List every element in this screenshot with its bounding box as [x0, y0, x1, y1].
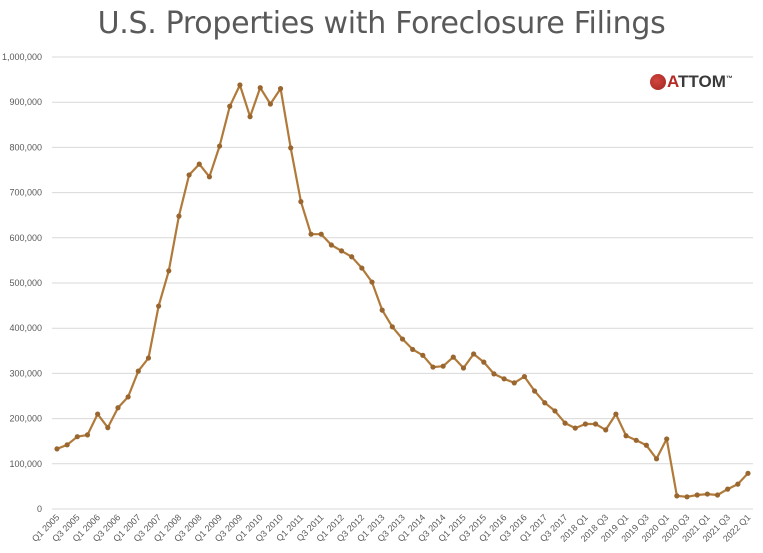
data-point-marker	[633, 437, 639, 443]
data-point-marker	[552, 408, 558, 414]
data-point-marker	[623, 433, 629, 439]
data-point-marker	[277, 86, 284, 92]
data-point-marker	[572, 425, 578, 431]
data-point-marker	[542, 400, 548, 406]
data-point-marker	[511, 380, 517, 386]
data-point-marker	[125, 394, 131, 400]
data-point-marker	[74, 434, 80, 440]
y-tick-label: 0	[37, 504, 42, 514]
data-point-marker	[145, 355, 152, 361]
data-point-marker	[613, 411, 619, 417]
chart-title: U.S. Properties with Foreclosure Filings	[97, 6, 666, 41]
data-point-marker	[206, 174, 213, 180]
data-point-marker	[338, 248, 345, 254]
data-point-marker	[369, 279, 375, 285]
data-point-marker	[532, 388, 538, 394]
data-point-marker	[318, 231, 324, 237]
data-point-marker	[592, 421, 599, 427]
data-point-marker	[460, 365, 467, 371]
data-point-marker	[399, 336, 406, 342]
data-point-marker	[704, 491, 710, 497]
data-point-marker	[653, 456, 660, 462]
data-point-marker	[389, 324, 395, 330]
data-point-marker	[745, 470, 751, 476]
data-point-marker	[267, 101, 273, 107]
attom-logo: ATTOM™	[650, 72, 733, 92]
data-point-marker	[521, 373, 528, 380]
data-point-marker	[216, 143, 223, 149]
data-point-marker	[349, 254, 355, 260]
y-tick-label: 700,000	[9, 188, 42, 198]
data-point-marker	[420, 352, 426, 358]
data-point-marker	[735, 481, 741, 487]
data-point-marker	[643, 442, 649, 448]
data-point-marker	[176, 213, 182, 219]
data-series	[54, 82, 751, 500]
y-tick-label: 200,000	[9, 414, 42, 424]
data-point-marker	[674, 493, 680, 499]
data-point-marker	[491, 371, 497, 377]
data-point-marker	[450, 354, 456, 360]
data-point-marker	[156, 303, 162, 309]
data-point-marker	[135, 368, 141, 374]
data-point-marker	[562, 420, 568, 426]
data-point-marker	[227, 103, 233, 109]
data-point-marker	[105, 425, 111, 431]
data-point-marker	[664, 436, 670, 442]
data-point-marker	[582, 421, 589, 427]
data-point-marker	[684, 494, 690, 500]
data-point-marker	[603, 427, 609, 433]
y-tick-label: 800,000	[9, 142, 42, 152]
data-point-marker	[95, 411, 101, 417]
data-point-marker	[359, 265, 365, 271]
data-point-marker	[471, 351, 477, 357]
data-point-marker	[379, 307, 385, 313]
gridlines	[52, 56, 753, 510]
data-point-marker	[694, 492, 700, 498]
data-point-marker	[430, 364, 436, 370]
data-point-marker	[64, 442, 70, 448]
data-point-marker	[186, 172, 192, 178]
data-point-marker	[84, 432, 91, 438]
data-point-marker	[247, 114, 253, 120]
y-tick-label: 900,000	[9, 97, 42, 107]
y-axis-ticks: 0 100,000 200,000 300,000 400,000 500,000 600,…	[2, 52, 42, 514]
data-point-marker	[501, 376, 507, 382]
attom-wordmark: ATTOM™	[667, 72, 733, 91]
series-line	[56, 83, 749, 498]
data-point-marker	[714, 492, 721, 498]
data-point-marker	[298, 199, 304, 205]
data-point-marker	[54, 446, 60, 452]
data-point-marker	[257, 85, 263, 91]
data-point-marker	[328, 242, 334, 248]
y-tick-label: 100,000	[9, 459, 42, 469]
data-point-marker	[410, 346, 416, 353]
data-point-marker	[725, 486, 731, 492]
data-point-marker	[196, 161, 202, 167]
data-point-marker	[308, 231, 314, 237]
attom-emblem-icon	[650, 74, 666, 90]
y-tick-label: 500,000	[9, 278, 42, 288]
y-tick-label: 600,000	[9, 233, 42, 243]
data-point-marker	[440, 363, 446, 369]
y-tick-label: 300,000	[9, 368, 42, 378]
data-point-marker	[288, 145, 294, 151]
data-point-marker	[115, 405, 121, 411]
y-tick-label: 400,000	[9, 323, 42, 333]
data-point-marker	[166, 268, 172, 274]
y-tick-label: 1,000,000	[2, 52, 42, 62]
data-point-marker	[237, 82, 243, 88]
data-point-marker	[481, 359, 487, 365]
